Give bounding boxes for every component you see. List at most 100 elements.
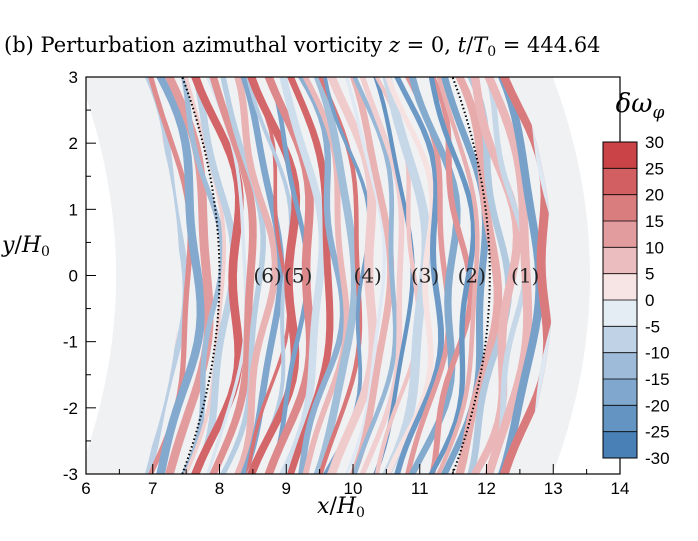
vorticity-band <box>499 77 553 474</box>
outer-boundary-curve <box>451 77 491 474</box>
y-tick-label: -1 <box>63 333 78 352</box>
colorbar-swatch <box>603 194 637 222</box>
vorticity-band <box>148 77 193 474</box>
vorticity-band <box>404 77 452 474</box>
vorticity-band <box>382 77 431 474</box>
x-axis-label: x/H0 <box>317 494 365 521</box>
vorticity-band <box>349 77 395 474</box>
vorticity-band <box>428 77 477 474</box>
x-tick-label: 14 <box>611 479 630 498</box>
colorbar-tick-label: 20 <box>645 186 664 205</box>
x-tick-label: 9 <box>282 479 291 498</box>
vorticity-field <box>86 77 590 474</box>
inner-boundary-curve <box>181 77 221 474</box>
annotation-label: (6) <box>253 264 281 288</box>
colorbar-tick-label: -15 <box>645 370 670 389</box>
y-tick-label: 0 <box>69 267 78 286</box>
vorticity-band <box>394 77 445 474</box>
colorbar-swatch <box>603 273 637 301</box>
vorticity-band <box>297 77 347 474</box>
colorbar-swatch <box>603 352 637 380</box>
colorbar-swatch <box>603 326 637 354</box>
x-tick-label: 8 <box>215 479 224 498</box>
colorbar-tick-label: -25 <box>645 423 670 442</box>
x-tick-label: 13 <box>544 479 563 498</box>
y-tick-label: 1 <box>69 200 78 219</box>
colorbar-swatch <box>603 168 637 196</box>
vorticity-band <box>384 77 436 474</box>
annotation-labels: (1) (2) (3) (4) (5)(6) <box>253 264 539 288</box>
x-tick-label: 7 <box>148 479 157 498</box>
vorticity-band <box>206 77 248 474</box>
vorticity-band <box>484 77 533 474</box>
vorticity-band <box>246 77 301 474</box>
colorbar: δωφ 30 25 20 15 10 5 0 -5 -10 -15 -20 -25 -30 <box>602 89 670 468</box>
colorbar-ticks: 30 25 20 15 10 5 0 -5 -10 -15 -20 -25 -30 <box>603 133 670 468</box>
vorticity-band <box>467 77 513 474</box>
y-tick-label: -3 <box>63 465 78 484</box>
vorticity-band <box>287 77 334 474</box>
annotation-label: (2) <box>458 264 486 288</box>
colorbar-tick-label: 15 <box>645 212 664 231</box>
colorbar-swatch <box>603 221 637 248</box>
vorticity-band <box>374 77 421 474</box>
plot-area: (1)(2)(3)(4)(5)(6) 6 7 8 9 10 11 12 13 14 3210-1… <box>63 68 630 498</box>
x-tick-label: 10 <box>344 479 363 498</box>
y-tick-label: 2 <box>69 134 78 153</box>
vorticity-band <box>191 77 244 474</box>
vorticity-band <box>440 77 490 474</box>
y-axis-label: y/H0 <box>1 233 50 260</box>
x-tick-label: 11 <box>411 479 429 498</box>
vorticity-band <box>220 77 266 474</box>
colorbar-title: δωφ <box>616 89 665 123</box>
vorticity-band <box>322 77 372 474</box>
vorticity-band <box>470 77 522 474</box>
annotation-label: (5) <box>284 264 312 288</box>
vorticity-band <box>313 77 359 474</box>
colorbar-tick-label: -30 <box>645 449 670 468</box>
colorbar-swatch <box>603 300 637 327</box>
colorbar-tick-label: -20 <box>645 396 670 415</box>
colorbar-swatch <box>603 247 637 275</box>
vorticity-band <box>264 77 315 474</box>
colorbar-tick-label: -10 <box>645 344 670 363</box>
colorbar-tick-label: 10 <box>645 238 664 257</box>
annotation-label: (1) <box>511 264 539 288</box>
vorticity-band <box>192 77 238 474</box>
colorbar-tick-label: 30 <box>645 133 664 152</box>
y-axis: 3 2 1 0 -1 -2 -3 <box>63 68 96 484</box>
annotation-label: (3) <box>411 264 439 288</box>
vorticity-band <box>279 77 327 474</box>
x-axis: 6 7 8 9 10 11 12 13 14 <box>81 464 629 498</box>
x-tick-label: 6 <box>81 479 90 498</box>
vorticity-band <box>267 77 310 474</box>
vorticity-band <box>436 77 480 474</box>
colorbar-swatch <box>603 142 637 169</box>
colorbar-tick-label: 5 <box>645 265 654 284</box>
colorbar-tick-label: -5 <box>645 317 660 336</box>
annotation-label: (4) <box>354 264 382 288</box>
colorbar-swatch <box>603 405 637 433</box>
vorticity-band <box>180 77 226 474</box>
vorticity-band <box>344 77 387 474</box>
boundary-curves <box>181 77 491 474</box>
vorticity-band <box>373 77 415 474</box>
x-tick-label: 12 <box>477 479 496 498</box>
colorbar-tick-label: 0 <box>645 291 654 310</box>
vorticity-band <box>209 77 257 474</box>
vorticity-band <box>497 77 544 474</box>
vorticity-band <box>245 77 291 474</box>
chart-title: (b) Perturbation azimuthal vorticity z =… <box>4 33 601 60</box>
colorbar-tick-label: 25 <box>645 159 664 178</box>
vorticity-band <box>144 77 190 474</box>
vorticity-band <box>429 77 474 474</box>
vorticity-band <box>327 77 378 474</box>
vorticity-band <box>156 77 206 474</box>
vorticity-band <box>455 77 503 474</box>
colorbar-swatch <box>603 431 637 459</box>
vorticity-band <box>240 77 285 474</box>
colorbar-swatch <box>603 379 637 406</box>
vorticity-band <box>246 77 293 474</box>
y-tick-label: -2 <box>63 399 78 418</box>
